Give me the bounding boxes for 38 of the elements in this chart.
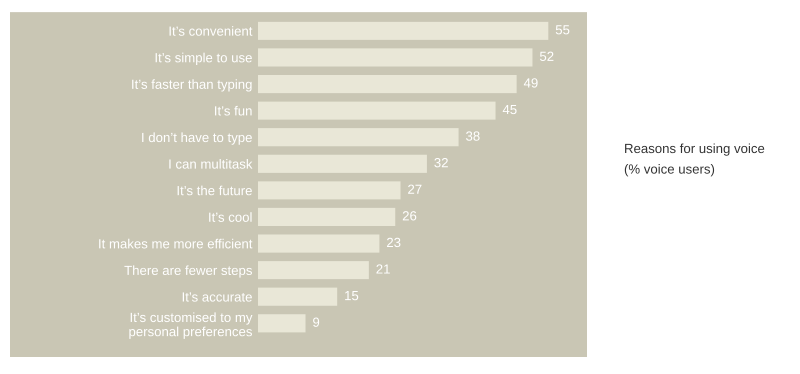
- y-tick-label: There are fewer steps: [124, 265, 252, 278]
- data-label: 45: [502, 104, 517, 114]
- text: (% voice users): [624, 164, 714, 176]
- bar: [258, 22, 548, 40]
- data-label: 23: [387, 238, 400, 248]
- data-label: 55: [556, 25, 570, 34]
- bar: [258, 314, 306, 332]
- y-tick-label: I can multitask: [169, 159, 252, 169]
- y-tick-label: I don’t have to type: [142, 132, 252, 145]
- y-tick-label: It makes me more efficient: [99, 238, 252, 248]
- y-tick-label: It’s faster than typing: [132, 79, 252, 92]
- y-tick-label: It’s cool: [209, 212, 252, 222]
- text: Reasons for using voice: [625, 143, 764, 156]
- bar: [258, 208, 396, 226]
- data-label: 26: [402, 211, 416, 221]
- bar: [258, 128, 459, 146]
- data-label: 15: [345, 291, 358, 300]
- data-label: 21: [376, 264, 390, 274]
- data-label: 49: [524, 78, 538, 88]
- y-tick-label: It’s the future: [178, 186, 252, 196]
- y-tick-label: It’s fun: [215, 106, 252, 116]
- bar: [258, 75, 517, 94]
- y-tick-label: It’s simple to use: [156, 52, 252, 65]
- data-label: 38: [466, 131, 480, 141]
- bar: [258, 288, 338, 306]
- data-label: 32: [434, 158, 448, 168]
- y-tick-label: It’s customised to my personal preferences: [129, 312, 252, 339]
- data-label: 27: [408, 184, 422, 194]
- bar: [258, 48, 532, 66]
- y-tick-label: It’s convenient: [170, 26, 252, 36]
- bar: [258, 154, 427, 173]
- y-tick-label: It’s accurate: [182, 292, 252, 302]
- bar: [258, 102, 496, 120]
- bar: [258, 234, 380, 253]
- bar: [258, 181, 401, 200]
- data-label: 9: [313, 318, 320, 327]
- bar: [258, 261, 369, 280]
- data-label: 52: [540, 52, 554, 61]
